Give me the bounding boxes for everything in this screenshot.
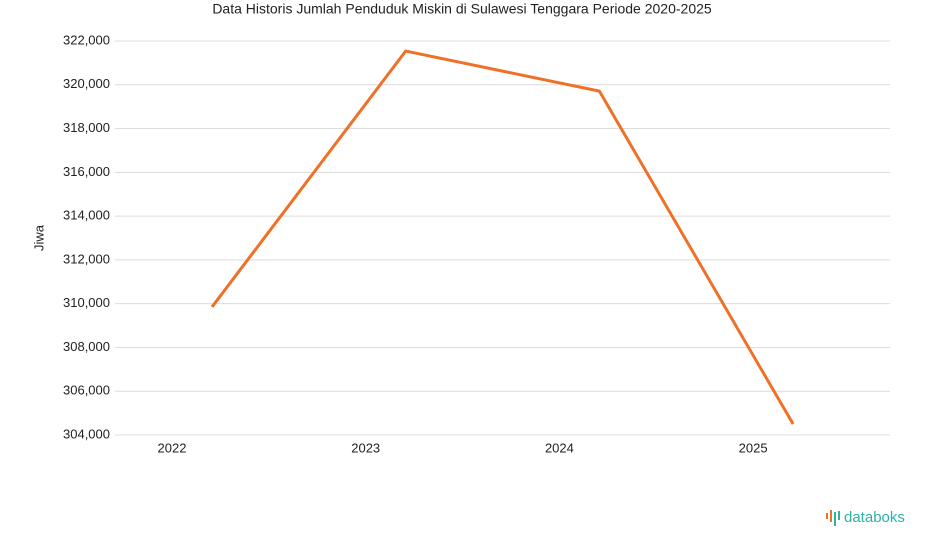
y-tick-label: 310,000 [63,295,110,310]
y-tick-label: 312,000 [63,251,110,266]
y-tick-label: 308,000 [63,339,110,354]
x-tick-label: 2022 [158,440,187,455]
y-tick-label: 314,000 [63,208,110,223]
watermark-logo [826,510,840,526]
y-tick-label: 304,000 [63,426,110,441]
y-tick-label: 318,000 [63,120,110,135]
chart-title: Data Historis Jumlah Penduduk Miskin di … [212,1,712,17]
x-tick-label: 2023 [351,440,380,455]
y-axis-label: Jiwa [31,224,46,251]
y-tick-label: 320,000 [63,76,110,91]
y-tick-label: 322,000 [63,32,110,47]
data-line [210,49,795,425]
y-tick-label: 306,000 [63,383,110,398]
x-tick-label: 2025 [739,440,768,455]
watermark: databoks [844,509,905,526]
x-tick-label: 2024 [545,440,574,455]
y-tick-label: 316,000 [63,164,110,179]
